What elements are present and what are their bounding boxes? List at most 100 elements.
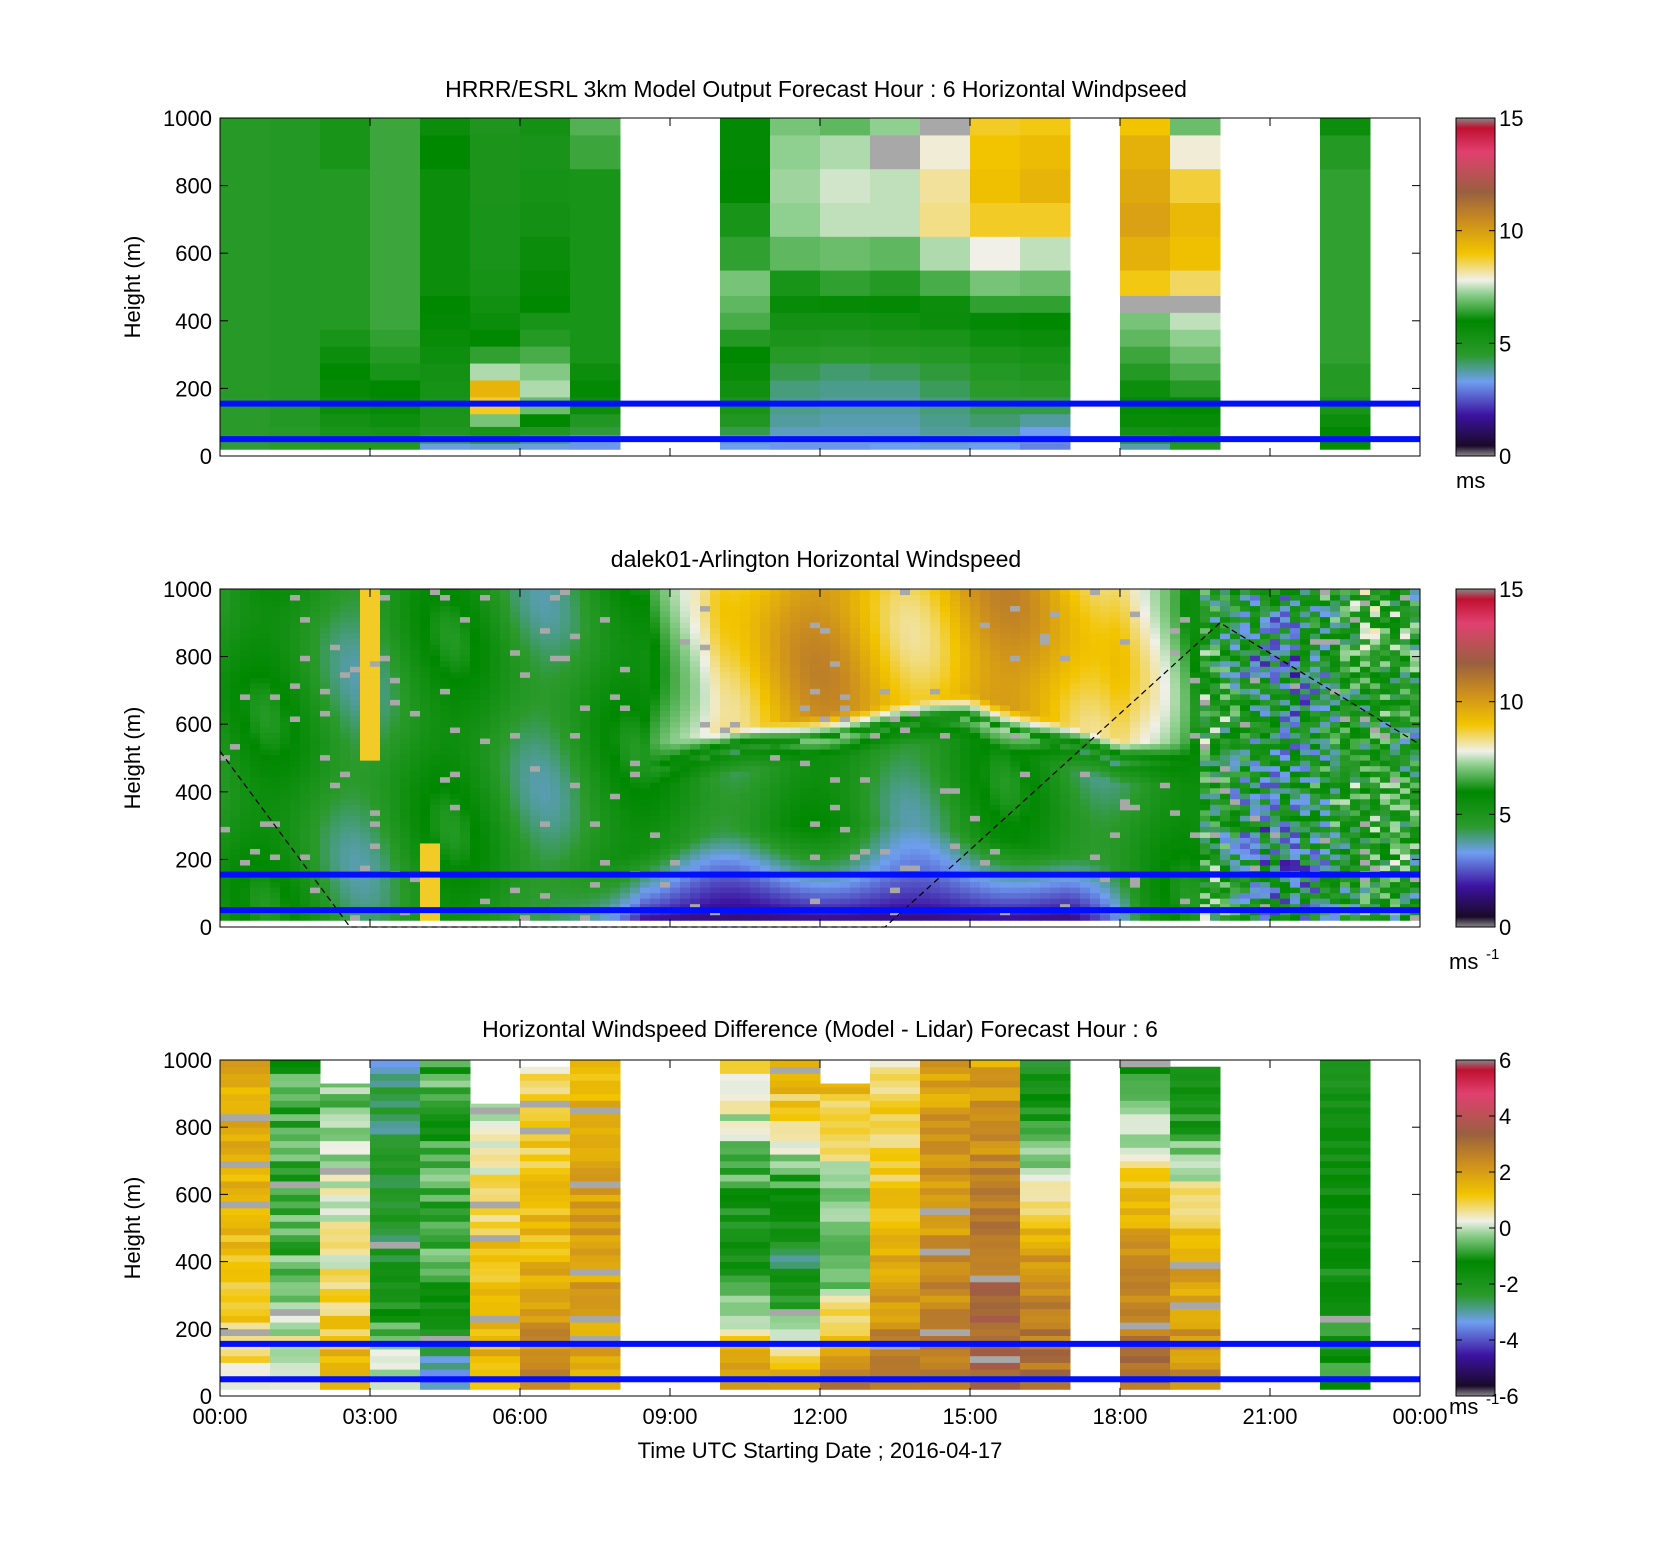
lidar-cell [310, 837, 321, 844]
lidar-cell [570, 605, 581, 612]
lidar-cell [310, 842, 321, 849]
lidar-cell [920, 638, 931, 645]
lidar-cell [330, 682, 341, 689]
lidar-cell [980, 804, 991, 811]
lidar-cell [250, 743, 261, 750]
lidar-cell [320, 848, 331, 855]
lidar-cell [800, 699, 811, 706]
lidar-cell [900, 798, 911, 805]
lidar-cell [820, 853, 831, 861]
lidar-cell [930, 826, 941, 833]
lidar-cell [770, 605, 781, 612]
lidar-cell [810, 611, 821, 618]
lidar-cell [750, 892, 761, 899]
lidar-cell [320, 622, 331, 629]
lidar-cell [900, 688, 911, 695]
lidar-cell [390, 611, 401, 618]
model-cell [1170, 329, 1221, 347]
lidar-cell [420, 842, 431, 849]
lidar-cell [320, 760, 331, 767]
lidar-cell [940, 611, 951, 618]
lidar-cell [760, 704, 771, 711]
lidar-cell [650, 622, 661, 629]
lidar-cell [860, 693, 871, 700]
lidar-cell [510, 903, 521, 910]
lidar-cell [390, 765, 401, 772]
lidar-cell [640, 842, 651, 849]
lidar-cell [280, 721, 291, 728]
lidar-cell [780, 876, 791, 883]
lidar-cell [830, 815, 841, 822]
lidar-cell [380, 622, 391, 629]
lidar-cell [850, 853, 861, 861]
lidar-cell [920, 892, 931, 899]
lidar-cell [980, 660, 991, 667]
model-cell [1320, 168, 1371, 203]
lidar-cell [830, 727, 841, 734]
y-tick-label: 400 [175, 309, 212, 334]
lidar-cell [420, 589, 431, 596]
lidar-cell [570, 853, 581, 861]
lidar-cell [540, 655, 551, 662]
lidar-cell [580, 881, 591, 888]
lidar-cell [390, 622, 401, 629]
lidar-cell [940, 622, 951, 629]
model-cell [720, 168, 771, 203]
lidar-cell [400, 859, 411, 866]
model-cell [370, 134, 421, 170]
lidar-cell [240, 776, 251, 783]
model-cell [420, 329, 471, 347]
lidar-cell [300, 771, 311, 778]
lidar-cell [460, 704, 471, 711]
lidar-cell [600, 699, 611, 706]
model-cell [770, 270, 821, 296]
lidar-cell [450, 848, 461, 855]
lidar-cell [620, 881, 631, 888]
lidar-cell [400, 743, 411, 750]
lidar-cell [720, 666, 731, 673]
lidar-cell [610, 649, 621, 656]
lidar-cell [540, 671, 551, 678]
lidar-cell [690, 859, 701, 866]
lidar-cell [770, 903, 781, 910]
lidar-cell [690, 831, 701, 838]
lidar-cell [580, 787, 591, 794]
model-cell [870, 426, 921, 436]
lidar-cell [840, 699, 851, 706]
lidar-cell [610, 727, 621, 734]
lidar-cell [410, 616, 421, 623]
lidar-cell [750, 738, 761, 745]
lidar-cell [670, 710, 681, 717]
lidar-cell [760, 754, 771, 761]
model-cell [1320, 379, 1371, 398]
lidar-cell [290, 749, 301, 756]
lidar-cell [610, 638, 621, 645]
lidar-cell [610, 865, 621, 872]
model-cell [1320, 118, 1371, 136]
lidar-cell [220, 804, 231, 811]
lidar-cell [330, 787, 341, 794]
lidar-cell [640, 655, 651, 662]
lidar-cell [680, 682, 691, 689]
lidar-cell [790, 649, 801, 656]
model-cell [470, 443, 521, 450]
lidar-cell [320, 892, 331, 899]
lidar-cell [470, 693, 481, 700]
lidar-cell [630, 682, 641, 689]
lidar-cell [410, 743, 421, 750]
lidar-cell [340, 831, 351, 838]
lidar-cell [730, 881, 741, 888]
model-cell [320, 134, 371, 170]
lidar-cell [240, 831, 251, 838]
lidar-cell [870, 914, 881, 921]
lidar-cell [560, 727, 571, 734]
lidar-cell [730, 644, 741, 651]
lidar-cell [690, 815, 701, 822]
lidar-cell [750, 876, 761, 883]
lidar-cell [710, 671, 721, 678]
model-cell [570, 270, 621, 296]
model-cell [1120, 312, 1171, 330]
lidar-cell [470, 633, 481, 640]
lidar-cell [530, 715, 541, 722]
lidar-cell [860, 600, 871, 607]
